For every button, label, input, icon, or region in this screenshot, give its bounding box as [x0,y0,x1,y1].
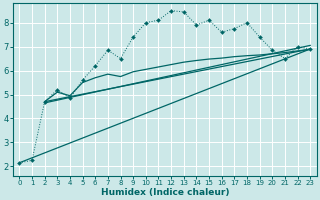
X-axis label: Humidex (Indice chaleur): Humidex (Indice chaleur) [100,188,229,197]
